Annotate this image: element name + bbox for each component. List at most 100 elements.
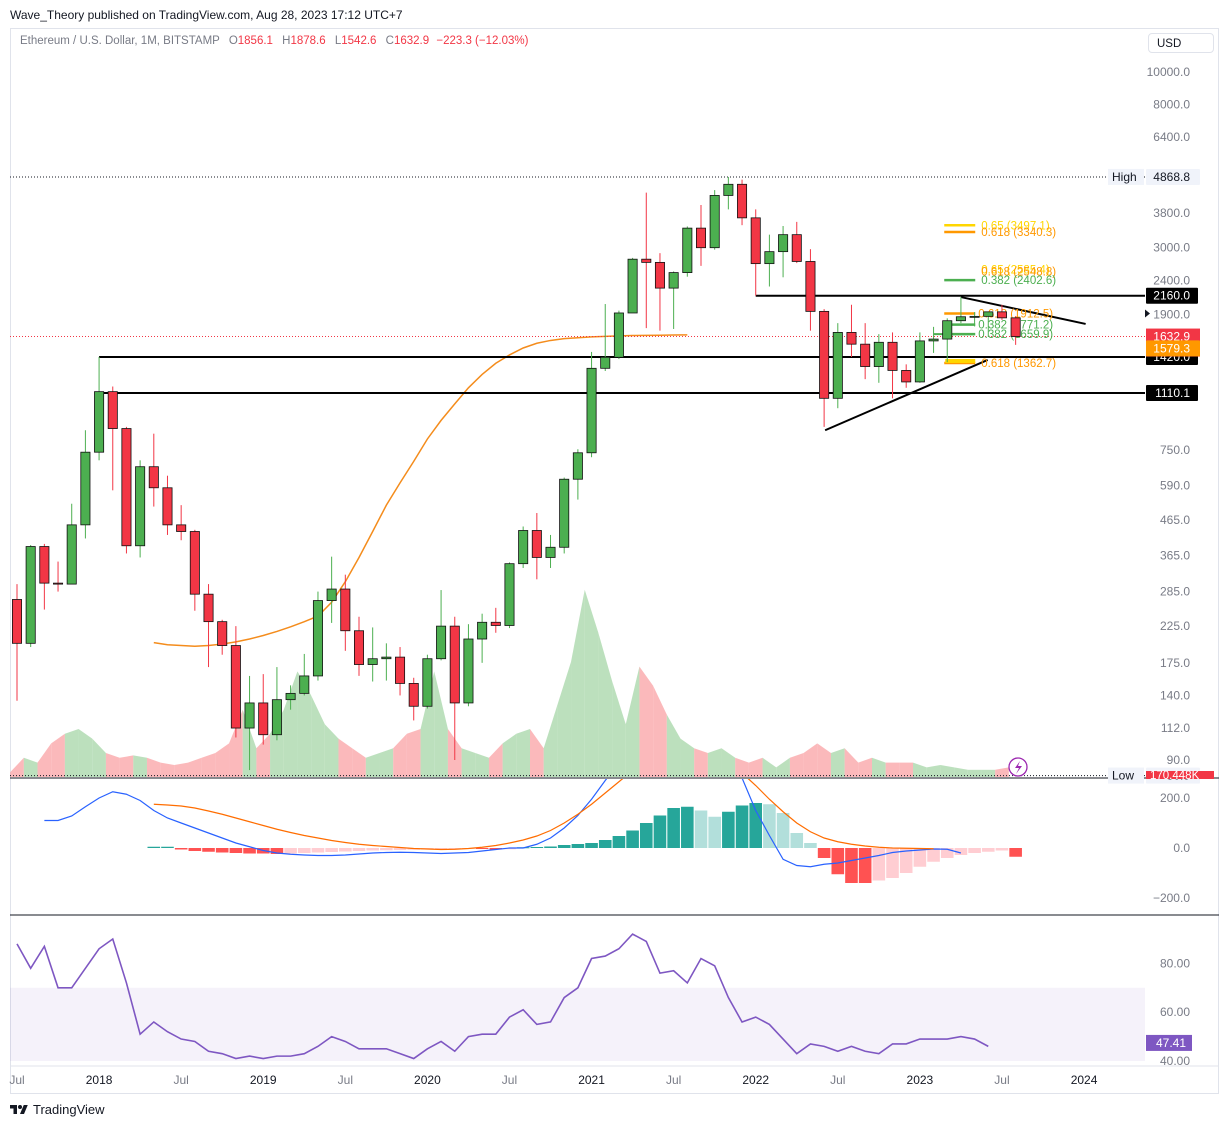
macd-histogram-bar: [681, 806, 694, 848]
candle-body: [367, 658, 378, 665]
candle-body: [832, 332, 843, 399]
chart-legend: Ethereum / U.S. Dollar, 1M, BITSTAMP O18…: [20, 35, 528, 47]
footer-brand: TradingView: [33, 1102, 105, 1117]
x-month-label: Jul: [502, 1073, 517, 1087]
macd-histogram-bar: [243, 848, 256, 854]
moving-average-line: [153, 334, 688, 648]
volume-segment: [694, 748, 708, 777]
level-badge: 2160.0: [1153, 289, 1190, 303]
macd-histogram-bar: [1009, 848, 1022, 857]
candle-body: [422, 658, 433, 707]
volume-segment: [776, 757, 790, 777]
volume-segment: [954, 767, 968, 777]
high-label: High: [1112, 170, 1137, 184]
macd-histogram-bar: [571, 844, 585, 848]
rsi-line: [16, 933, 989, 1060]
candle-body: [764, 251, 775, 265]
candle-body: [381, 656, 392, 660]
fib-label: 0.382 (2402.6): [981, 275, 1056, 287]
macd-histogram-bar: [598, 840, 612, 848]
macd-histogram-bar: [229, 848, 243, 853]
rsi-band: [10, 987, 1145, 1061]
candle-body: [477, 621, 488, 640]
candle-body: [408, 683, 419, 707]
candle-body: [230, 645, 241, 729]
x-month-label: Jul: [666, 1073, 681, 1087]
volume-segment: [215, 743, 230, 777]
macd-histogram-bar: [722, 811, 735, 848]
volume-segment: [37, 743, 52, 777]
high-key: H: [282, 35, 291, 47]
price-tick-label: 140.0: [1160, 688, 1190, 702]
signal-line: [153, 779, 934, 851]
candle-body: [996, 311, 1007, 319]
volume-segment: [502, 733, 517, 777]
currency-button[interactable]: USD: [1148, 33, 1214, 53]
macd-histogram-bar: [927, 848, 940, 862]
candle-body: [955, 316, 966, 322]
candle-body: [258, 702, 269, 736]
rsi-tick-label: 40.00: [1160, 1054, 1190, 1068]
candle-body: [135, 466, 146, 547]
candle-body: [983, 311, 994, 317]
candle-body: [737, 183, 748, 219]
macd-histogram-bar: [776, 813, 790, 848]
macd-histogram-bar: [448, 848, 462, 849]
macd-histogram-bar: [489, 848, 503, 850]
last-price-badge: 1632.9: [1153, 330, 1190, 344]
candle-body: [463, 638, 474, 704]
macd-histogram-bar: [639, 823, 653, 848]
candle-body: [436, 625, 447, 660]
candle-body: [545, 546, 556, 558]
macd-histogram-bar: [174, 848, 188, 850]
fib-label: 0.618 (3340.3): [981, 227, 1056, 239]
macd-histogram-bar: [380, 848, 393, 851]
macd-histogram-bar: [434, 848, 448, 850]
candle-body: [1010, 317, 1021, 337]
volume-segment: [762, 757, 777, 777]
x-month-label: Jul: [9, 1073, 24, 1087]
close-key: C: [385, 35, 394, 47]
price-tick-label: 285.0: [1160, 585, 1190, 599]
high-value: 1878.6: [290, 35, 326, 47]
macd-tick-label: 200.0: [1160, 791, 1190, 805]
candle-body: [490, 621, 501, 626]
rsi-tick-label: 60.00: [1160, 1005, 1190, 1019]
candle-body: [613, 312, 624, 358]
macd-histogram-bar: [352, 848, 366, 851]
macd-histogram-bar: [503, 848, 516, 850]
candle-body: [805, 261, 816, 312]
publish-info: Wave_Theory published on TradingView.com…: [10, 8, 403, 22]
candle-body: [326, 588, 337, 601]
x-year-label: 2023: [907, 1073, 934, 1087]
candle-body: [682, 227, 693, 273]
open-key: O: [228, 35, 238, 47]
macd-histogram-bar: [708, 816, 721, 848]
macd-histogram-bar: [667, 808, 680, 848]
candle-body: [873, 341, 884, 367]
volume-segment: [940, 765, 955, 777]
volume-segment: [78, 729, 93, 777]
volume-segment: [64, 729, 79, 777]
price-tick-label: 1900.0: [1153, 307, 1190, 321]
macd-histogram-bar: [366, 848, 379, 851]
low-label-bg: [1108, 767, 1144, 784]
macd-histogram-bar: [913, 848, 927, 867]
macd-histogram-bar: [325, 848, 338, 852]
x-year-label: 2020: [414, 1073, 441, 1087]
volume-segment: [530, 729, 544, 777]
macd-histogram-bar: [147, 846, 161, 848]
volume-value: 170.448K: [1150, 770, 1200, 782]
candle-body: [887, 341, 898, 371]
candle-body: [162, 487, 173, 526]
macd-histogram-bar: [763, 804, 776, 848]
price-tick-label: 3000.0: [1153, 241, 1190, 255]
price-tick-label: 225.0: [1160, 619, 1190, 633]
volume-segment: [133, 755, 147, 777]
x-month-label: Jul: [994, 1073, 1009, 1087]
support-trendline: [824, 359, 989, 432]
price-tick-label: 112.0: [1161, 721, 1190, 735]
volume-segment: [680, 738, 695, 777]
volume-segment: [612, 681, 626, 777]
